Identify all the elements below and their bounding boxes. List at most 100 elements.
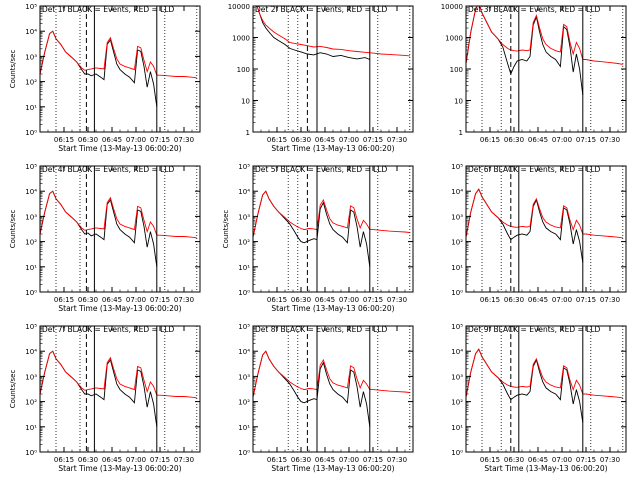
y-tick-label: 10³ — [25, 373, 37, 381]
x-tick-label: 06:45 — [315, 296, 335, 304]
y-tick-label: 10⁵ — [238, 323, 250, 331]
y-tick-label: 100 — [450, 66, 463, 74]
y-tick-label: 10⁴ — [25, 188, 37, 196]
x-tick-label: 07:30 — [387, 456, 407, 464]
y-tick-label: 10 — [241, 98, 250, 106]
y-tick-label: 10⁵ — [451, 163, 463, 171]
y-tick-label: 10¹ — [451, 424, 463, 432]
x-tick-label: 06:30 — [504, 456, 524, 464]
x-tick-label: 06:45 — [528, 456, 548, 464]
x-axis-label: Start Time (13-May-13 06:00:20) — [271, 144, 394, 153]
x-tick-label: 07:30 — [174, 456, 194, 464]
y-tick-label: 10000 — [441, 3, 463, 11]
plot-frame — [252, 5, 414, 133]
y-tick-label: 10² — [25, 239, 37, 247]
y-tick-label: 10⁴ — [451, 188, 463, 196]
x-tick-label: 06:30 — [504, 296, 524, 304]
x-tick-label: 06:45 — [102, 136, 122, 144]
x-tick-label: 06:30 — [291, 296, 311, 304]
y-tick-label: 10⁰ — [238, 449, 250, 457]
x-tick-label: 06:45 — [528, 136, 548, 144]
y-tick-label: 10⁰ — [25, 449, 37, 457]
y-tick-label: 100 — [237, 66, 250, 74]
chart-title: Det 9f BLACK = Events, RED = LLD — [468, 325, 601, 334]
chart-title: Det 8f BLACK = Events, RED = LLD — [255, 325, 388, 334]
chart-panel-4: 10⁰ 10¹ 10² 10³ 10⁴ 10⁵ 06:15 06:30 06:45 07:00 07… — [9, 163, 201, 313]
x-tick-label: 06:30 — [78, 296, 98, 304]
chart-panel-6: 10⁰ 10¹ 10² 10³ 10⁴ 10⁵ 06:15 06:30 06:45 07:00 07… — [451, 163, 627, 304]
x-tick-label: 07:00 — [126, 136, 146, 144]
plot-frame — [465, 5, 627, 133]
y-tick-label: 10² — [25, 79, 37, 87]
x-tick-label: 07:15 — [363, 296, 383, 304]
y-tick-label: 1000 — [445, 35, 463, 43]
y-axis-label: Counts/sec — [9, 370, 17, 409]
chart-title: Det 3f BLACK = Events, RED = LLD — [468, 5, 601, 14]
chart-panel-3: 1 10 100 1000 10000 06:15 06:30 06:45 07:00 07:15… — [441, 3, 627, 144]
y-axis-label: Counts/sec — [9, 210, 17, 249]
lld-series-line — [466, 348, 623, 399]
x-tick-label: 06:45 — [528, 296, 548, 304]
y-axis-label: Counts/sec — [222, 210, 230, 249]
y-tick-label: 10³ — [25, 53, 37, 61]
x-tick-label: 07:15 — [576, 456, 596, 464]
chart-panel-2: 1 10 100 1000 10000 06:15 06:30 06:45 07:00 07:15… — [228, 3, 414, 153]
y-tick-label: 10³ — [451, 373, 463, 381]
x-tick-label: 06:15 — [54, 456, 74, 464]
x-tick-label: 07:30 — [600, 456, 620, 464]
y-tick-label: 10⁴ — [25, 348, 37, 356]
y-tick-label: 10⁴ — [25, 28, 37, 36]
x-tick-label: 06:15 — [480, 136, 500, 144]
x-tick-label: 06:45 — [102, 296, 122, 304]
lld-series-line — [253, 190, 410, 238]
y-tick-label: 10⁵ — [25, 3, 37, 11]
y-tick-label: 10¹ — [238, 424, 250, 432]
y-tick-label: 10⁰ — [25, 129, 37, 137]
x-tick-label: 07:00 — [126, 296, 146, 304]
y-tick-label: 10³ — [238, 373, 250, 381]
x-tick-label: 07:00 — [339, 296, 359, 304]
x-tick-label: 07:15 — [363, 136, 383, 144]
chart-title: Det 2f BLACK = Events, RED = LLD — [255, 5, 388, 14]
x-tick-label: 07:15 — [150, 136, 170, 144]
y-tick-label: 10⁵ — [238, 163, 250, 171]
x-axis-label: Start Time (13-May-13 06:00:20) — [271, 464, 394, 473]
x-tick-label: 06:15 — [267, 456, 287, 464]
y-tick-label: 10¹ — [451, 264, 463, 272]
x-tick-label: 06:45 — [315, 136, 335, 144]
x-tick-label: 07:15 — [363, 456, 383, 464]
plot-frame — [465, 325, 627, 453]
lld-series-line — [40, 30, 197, 79]
events-series-line — [466, 348, 584, 423]
x-tick-label: 07:00 — [552, 296, 572, 304]
events-series-line — [466, 6, 584, 96]
y-tick-label: 10² — [25, 399, 37, 407]
y-tick-label: 10⁵ — [451, 323, 463, 331]
events-series-line — [466, 188, 584, 263]
x-tick-label: 07:30 — [387, 296, 407, 304]
y-axis-label: Counts/sec — [9, 50, 17, 89]
x-tick-label: 07:00 — [126, 456, 146, 464]
x-tick-label: 07:30 — [387, 136, 407, 144]
y-tick-label: 10⁴ — [238, 188, 250, 196]
x-tick-label: 06:30 — [78, 136, 98, 144]
plot-frame — [465, 165, 627, 293]
x-tick-label: 07:00 — [552, 136, 572, 144]
x-axis-label: Start Time (13-May-13 06:00:20) — [58, 464, 181, 473]
chart-title: Det 4f BLACK = Events, RED = LLD — [42, 165, 175, 174]
chart-panel-9: 10⁰ 10¹ 10² 10³ 10⁴ 10⁵ 06:15 06:30 06:45 07:00 07… — [451, 323, 627, 473]
x-tick-label: 06:15 — [480, 456, 500, 464]
chart-title: Det 1f BLACK = Events, RED = LLD — [42, 5, 175, 14]
y-tick-label: 10⁴ — [238, 348, 250, 356]
x-tick-label: 07:30 — [600, 296, 620, 304]
events-series-line — [40, 30, 158, 107]
y-tick-label: 10⁰ — [451, 449, 463, 457]
x-tick-label: 07:00 — [339, 456, 359, 464]
chart-panel-8: 10⁰ 10¹ 10² 10³ 10⁴ 10⁵ 06:15 06:30 06:45 07:00 07… — [238, 323, 414, 473]
chart-panel-1: 10⁰ 10¹ 10² 10³ 10⁴ 10⁵ 06:15 06:30 06:45 07:00 07… — [9, 3, 201, 153]
y-tick-label: 1 — [246, 129, 250, 137]
x-tick-label: 06:45 — [315, 456, 335, 464]
y-tick-label: 10⁵ — [25, 323, 37, 331]
x-tick-label: 06:15 — [480, 296, 500, 304]
x-tick-label: 07:00 — [339, 136, 359, 144]
